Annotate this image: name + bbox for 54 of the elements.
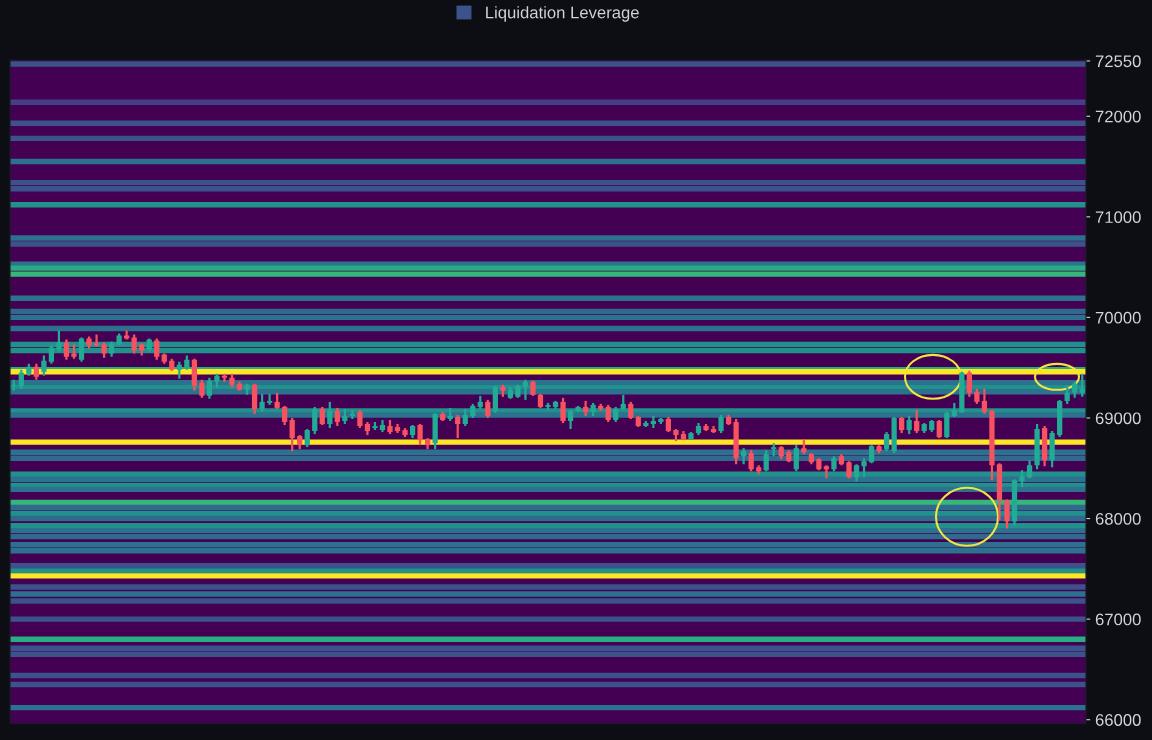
candlestick — [1004, 498, 1010, 530]
y-tick-label: 68000 — [1095, 512, 1141, 525]
candlestick — [221, 372, 228, 383]
candlestick — [455, 413, 461, 440]
candlestick — [793, 444, 799, 473]
candlestick — [327, 400, 333, 430]
candlestick — [914, 408, 920, 435]
candlestick — [93, 333, 100, 348]
candlestick — [56, 329, 62, 353]
candlestick — [312, 405, 318, 436]
candlestick — [41, 354, 47, 377]
candlestick — [259, 392, 265, 414]
candlestick — [823, 464, 830, 480]
y-tick-label: 66000 — [1095, 714, 1141, 726]
candlestick — [522, 378, 529, 401]
candlestick — [763, 449, 769, 473]
candlestick — [334, 406, 340, 428]
candlestick — [560, 396, 566, 425]
candlestick — [289, 416, 295, 453]
candlestick — [266, 392, 273, 407]
candlestick — [906, 414, 912, 436]
legend-label: Liquidation Leverage — [486, 6, 639, 22]
candlestick — [154, 337, 160, 361]
y-tick-label: 67000 — [1095, 613, 1141, 626]
candlestick — [1026, 459, 1033, 480]
candlestick — [417, 422, 423, 447]
y-tick-label: 72000 — [1095, 110, 1141, 123]
candlestick — [1079, 372, 1085, 398]
candlestick — [718, 413, 724, 435]
candlestick — [78, 336, 85, 363]
candlestick — [131, 333, 137, 355]
candlestick — [1064, 384, 1070, 406]
y-tick-label: 71000 — [1095, 211, 1141, 224]
candlestick — [966, 369, 972, 398]
candlestick — [485, 398, 491, 420]
candlestick — [206, 376, 213, 400]
candlestick — [357, 408, 363, 430]
candlestick — [63, 338, 70, 361]
candlestick — [304, 427, 310, 449]
candlestick — [868, 444, 875, 465]
candlestick — [48, 344, 55, 365]
candlestick — [981, 387, 988, 416]
candlestick — [319, 405, 325, 427]
candlestick — [861, 457, 867, 479]
candlestick — [883, 430, 890, 453]
candlestick — [199, 378, 205, 399]
y-tick-label: 72550 — [1095, 55, 1141, 68]
candlestick — [748, 449, 754, 473]
candlestick — [282, 404, 288, 427]
y-tick-label: 70000 — [1095, 311, 1141, 324]
candlestick — [936, 418, 942, 440]
candlestick — [567, 408, 574, 431]
candlestick — [18, 368, 24, 390]
y-tick-label: 69000 — [1095, 412, 1141, 425]
